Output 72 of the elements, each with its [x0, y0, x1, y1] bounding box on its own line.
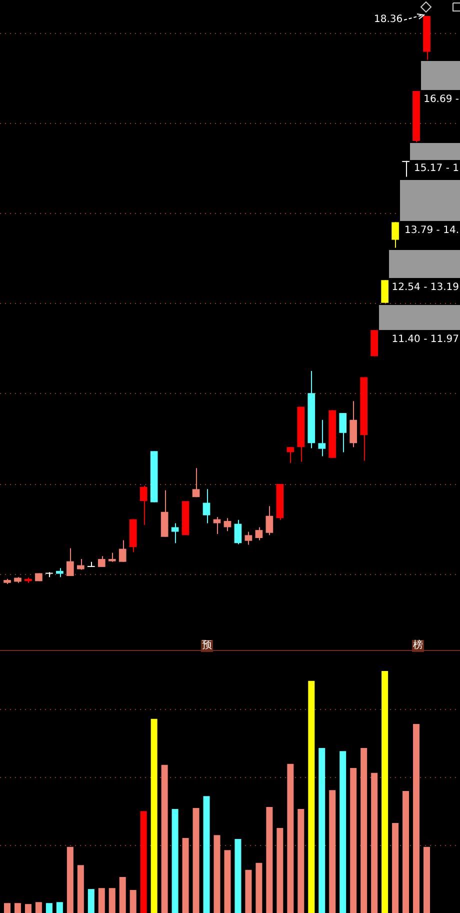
- bar: [224, 850, 231, 913]
- bar: [108, 888, 116, 913]
- annotation: 16.69 -: [424, 94, 459, 106]
- candlestick: [244, 531, 252, 546]
- candlestick: [192, 468, 200, 498]
- candlestick: [202, 488, 210, 524]
- bar: [256, 862, 262, 913]
- candlestick: [266, 506, 274, 536]
- bar: [203, 796, 210, 913]
- candlestick: [402, 160, 410, 178]
- candlestick: [381, 280, 388, 304]
- bar: [192, 808, 200, 913]
- bar: [119, 876, 126, 913]
- bar: [98, 888, 105, 913]
- bar: [172, 808, 178, 913]
- bar: [14, 903, 21, 913]
- bar: [88, 889, 94, 913]
- bar: [402, 791, 410, 913]
- candlestick: [392, 222, 399, 248]
- bar: [424, 846, 430, 913]
- bar: [161, 764, 168, 913]
- bar: [214, 835, 220, 913]
- candlestick: [318, 419, 326, 457]
- bar: [392, 822, 399, 913]
- bar: [77, 865, 84, 913]
- bar: [46, 903, 52, 913]
- candlestick: [66, 548, 74, 577]
- bar: [360, 748, 368, 913]
- bar: [130, 890, 136, 913]
- candlestick: [350, 400, 358, 448]
- bar: [266, 807, 273, 913]
- bar: [24, 904, 32, 913]
- bar: [245, 870, 252, 913]
- annotation: 15.17 - 1: [414, 163, 459, 175]
- bar: [329, 790, 336, 913]
- bar: [56, 902, 63, 913]
- annotation: 13.79 - 14.: [404, 225, 459, 237]
- bar: [298, 808, 304, 913]
- bar: [350, 768, 357, 913]
- bar: [382, 671, 388, 913]
- candlestick: [224, 518, 232, 532]
- bar: [234, 838, 242, 913]
- bar: [140, 811, 147, 913]
- annotation: 11.40 - 11.97: [392, 334, 459, 346]
- candlestick: [286, 446, 294, 464]
- annotation: 18.36: [374, 14, 403, 26]
- candlestick: [213, 516, 221, 535]
- candlestick: [108, 552, 116, 562]
- candlestick: [171, 522, 179, 544]
- bar: [66, 846, 74, 913]
- bar: [371, 772, 378, 913]
- bar: [308, 680, 315, 913]
- candlestick: [56, 568, 64, 578]
- annotation: 12.54 - 13.19: [392, 282, 459, 294]
- bar: [4, 903, 10, 913]
- bar: [150, 718, 158, 913]
- candlestick: [76, 558, 84, 570]
- bar: [318, 748, 326, 913]
- bar: [182, 838, 189, 913]
- bar: [287, 764, 294, 913]
- bar: [276, 828, 284, 913]
- candlestick: [118, 540, 126, 562]
- candlestick: [140, 485, 148, 526]
- candlestick: [255, 526, 263, 541]
- candlestick: [339, 412, 347, 453]
- text: 预: [201, 640, 213, 652]
- bar: [35, 902, 42, 913]
- candlestick: [98, 556, 106, 568]
- candlestick: [234, 519, 242, 545]
- bar: [340, 751, 346, 913]
- text: 榜: [412, 640, 424, 652]
- bar: [413, 724, 420, 913]
